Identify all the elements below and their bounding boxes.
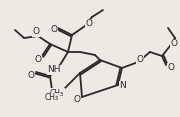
Text: O: O [73,95,80,104]
Text: O: O [170,40,177,49]
Text: O: O [33,27,39,37]
Text: O: O [136,55,143,64]
Text: NH: NH [47,66,61,75]
Text: N: N [120,82,126,91]
Text: O: O [86,20,93,29]
Text: CH₃: CH₃ [50,88,64,97]
Text: O: O [51,26,57,35]
Text: O: O [35,55,42,64]
Text: O: O [28,71,35,80]
Text: CH₃: CH₃ [45,93,59,102]
Text: O: O [168,64,174,73]
